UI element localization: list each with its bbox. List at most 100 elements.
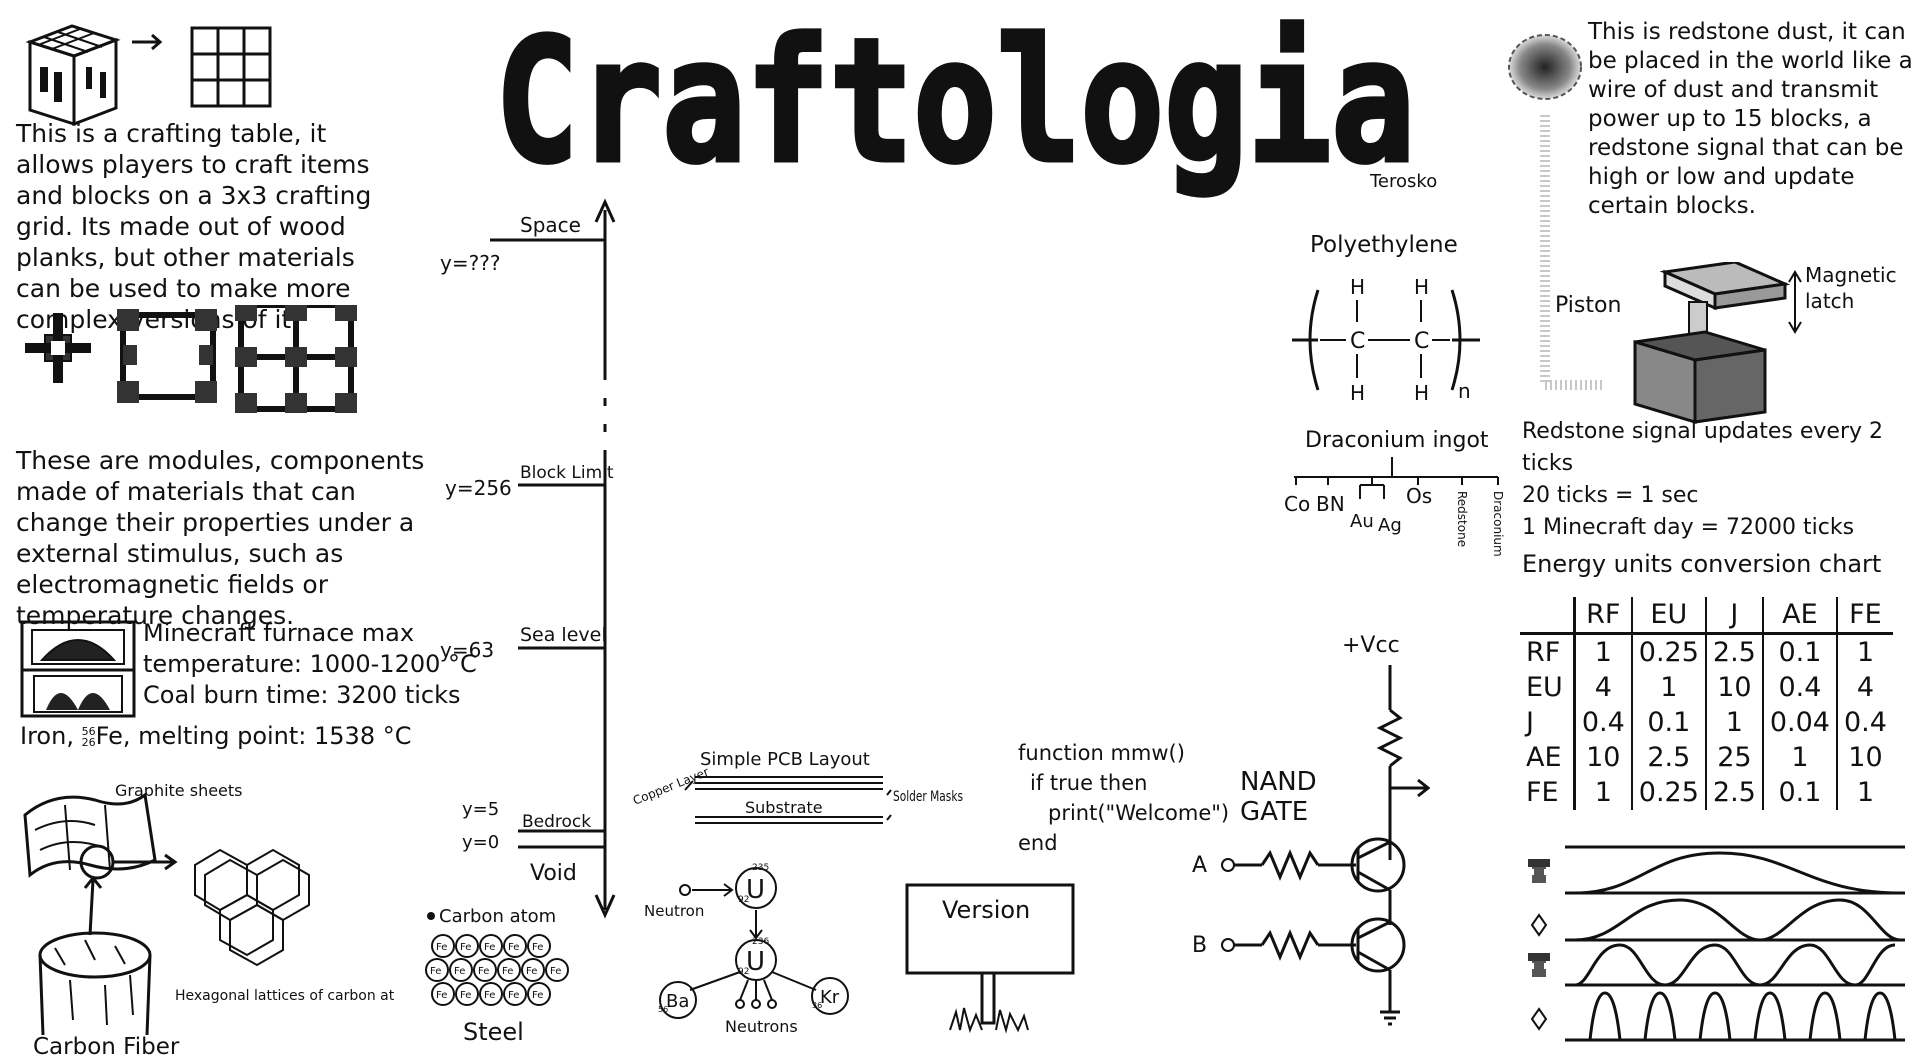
fission-diagram: Neutron U 235 92 U 236 92 Ba 56 Kr 36 Ne… <box>644 863 849 1036</box>
carbon-fiber-diagram: Graphite sheets Hexagonal lattices of ca… <box>23 781 395 1060</box>
element-redstone: Redstone <box>1455 491 1469 547</box>
void-label: Void <box>530 861 577 886</box>
fe-atom <box>497 958 521 982</box>
nand-title-1: NAND <box>1240 767 1317 797</box>
version-sign: Version <box>905 883 1075 1034</box>
fe-atom-label: Fe <box>550 966 561 977</box>
fe-atom-label: Fe <box>484 990 495 1001</box>
polyethylene-structure: C C H H H H n <box>1292 275 1480 405</box>
fe-atom <box>479 982 503 1006</box>
column-header: EU <box>1630 597 1706 635</box>
table-cell: 2.5 <box>1704 775 1763 810</box>
table-cell: 0.1 <box>1630 705 1706 740</box>
element-au: Au <box>1350 511 1374 532</box>
table-cell: 0.4 <box>1761 670 1837 705</box>
carbon-1: C <box>1350 329 1365 354</box>
krypton-symbol: Kr <box>820 987 840 1008</box>
piston-icon <box>1528 859 1550 883</box>
piston-icon <box>1633 262 1791 425</box>
fe-atom <box>473 958 497 982</box>
steel-caption: Steel <box>463 1018 524 1046</box>
column-header: J <box>1704 597 1763 635</box>
ground-icon <box>1380 1010 1400 1026</box>
module-icon <box>235 305 357 413</box>
table-cell: 0.25 <box>1630 775 1706 810</box>
modules-description: These are modules, components made of ma… <box>16 446 425 630</box>
page-title: Craftologia <box>495 10 1415 200</box>
furnace-icon <box>20 620 136 718</box>
fe-atom <box>521 958 545 982</box>
iron-melting-point: Iron, 56 26 Fe, melting point: 1538 °C <box>20 722 411 750</box>
table-cell: 0.4 <box>1835 705 1893 740</box>
fe-atom-label: Fe <box>460 942 471 953</box>
title-graphic: Craftologia Terosko <box>493 10 1438 200</box>
code-line-3: print("Welcome") <box>1048 801 1230 825</box>
fe-atom <box>425 958 449 982</box>
fe-atom-label: Fe <box>508 942 519 953</box>
fe-atom <box>455 934 479 958</box>
y63-label: y=63 <box>440 638 494 662</box>
polyethylene-label: Polyethylene <box>1310 232 1458 258</box>
table-cell: 2.5 <box>1704 633 1763 670</box>
uranium-symbol-excited: U <box>746 947 765 977</box>
tick-info: Redstone signal updates every 2 ticks 20… <box>1522 416 1920 544</box>
fe-atom-label: Fe <box>532 990 543 1001</box>
table-cell: 1 <box>1572 775 1632 810</box>
element-co: Co <box>1284 492 1310 516</box>
transistor-icon <box>1350 837 1406 893</box>
furnace-line-1: Minecraft furnace max <box>143 619 415 647</box>
neutrons-label: Neutrons <box>725 1017 798 1036</box>
sign-text: Version <box>942 896 1030 924</box>
column-header: RF <box>1572 597 1632 635</box>
fe-atom <box>503 934 527 958</box>
carbon-fiber-label: Carbon Fiber <box>33 1034 180 1060</box>
fe-atom-label: Fe <box>460 990 471 1001</box>
element-ag: Ag <box>1378 515 1402 536</box>
ticks-line: 20 ticks = 1 sec <box>1522 483 1699 508</box>
fe-atom <box>527 934 551 958</box>
table-cell: 1 <box>1630 670 1706 705</box>
piston-icon <box>1528 953 1550 977</box>
iron-z: 26 <box>81 736 96 749</box>
day-line: 1 Minecraft day = 72000 ticks <box>1522 515 1855 540</box>
block-limit-label: Block Limit <box>520 463 614 483</box>
fe-atom <box>527 982 551 1006</box>
crafting-table-description: This is a crafting table, it allows play… <box>16 119 372 334</box>
draconium-title: Draconium ingot <box>1305 428 1489 453</box>
piston-diagram: Piston Magnetic latch <box>1555 262 1897 425</box>
carbon-2: C <box>1414 329 1429 354</box>
hexagonal-label: Hexagonal lattices of carbon atoms <box>175 988 395 1004</box>
space-label: Space <box>520 213 581 237</box>
table-cell: 10 <box>1835 740 1893 775</box>
element-draconium: Draconium <box>1491 491 1505 557</box>
crafting-grid-icon <box>190 26 272 108</box>
nand-gate-schematic: +Vcc OUT NAND GATE A B <box>1192 633 1430 1026</box>
table-row: EU 4 1 10 0.4 4 <box>1520 670 1893 705</box>
fe-atom-label: Fe <box>454 966 465 977</box>
piston-label: Piston <box>1555 293 1621 318</box>
element-bn: BN <box>1316 492 1345 516</box>
code-line-1: function mmw() <box>1018 741 1185 765</box>
table-cell: 4 <box>1835 670 1893 705</box>
table-cell: 1 <box>1761 740 1837 775</box>
furnace-info: Minecraft furnace max temperature: 1000-… <box>143 618 477 711</box>
row-header: J <box>1526 707 1534 738</box>
table-row: FE 1 0.25 2.5 0.1 1 <box>1520 775 1893 810</box>
code-line-4: end <box>1018 831 1058 855</box>
module-icon <box>25 313 91 383</box>
barium-symbol: Ba <box>666 991 689 1012</box>
solder-masks-label: Solder Masks <box>893 789 963 805</box>
redstone-dust-icon <box>1508 34 1605 390</box>
furnace-line-2: temperature: 1000-1200 °C <box>143 650 477 678</box>
pcb-title: Simple PCB Layout <box>700 749 870 770</box>
table-cell: 1 <box>1572 633 1632 670</box>
fe-atom-label: Fe <box>436 990 447 1001</box>
element-os: Os <box>1406 484 1432 508</box>
fe-atom <box>455 982 479 1006</box>
draconium-tree: Co BN Au Ag Os Redstone Draconium <box>1284 457 1505 557</box>
module-icon <box>117 309 217 403</box>
substrate-label: Substrate <box>745 798 823 817</box>
y-unknown-label: y=??? <box>440 251 500 275</box>
u-mass-a: 235 <box>752 863 769 873</box>
sea-level-label: Sea level <box>520 624 607 646</box>
